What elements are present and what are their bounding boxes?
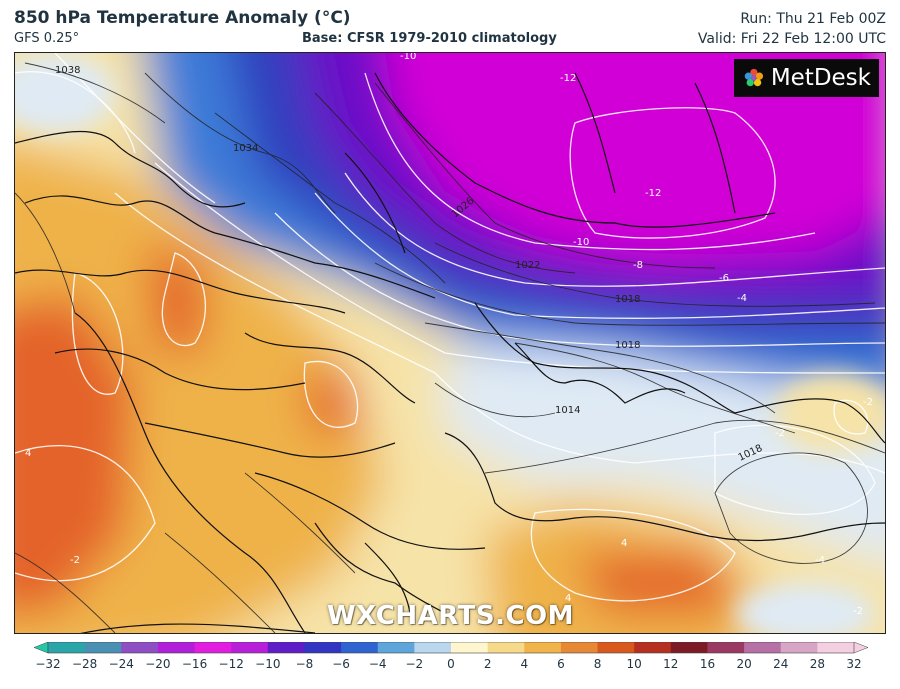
- colorbar-segment: [121, 642, 159, 653]
- colorbar-segment: [194, 642, 232, 653]
- anomaly-label: -6: [719, 273, 729, 284]
- isobar-label: 1038: [55, 65, 80, 76]
- anomaly-label: -4: [815, 555, 825, 566]
- colorbar-segment: [451, 642, 489, 653]
- colorbar-segment: [707, 642, 745, 653]
- valid-time: Valid: Fri 22 Feb 12:00 UTC: [697, 31, 886, 47]
- colorbar-tick-label: −10: [255, 657, 280, 671]
- colorbar-tick-label: 28: [810, 657, 825, 671]
- colorbar-tick-label: 12: [663, 657, 678, 671]
- colorbar-segment: [634, 642, 672, 653]
- colorbar-segment: [304, 642, 342, 653]
- colorbar-tick-label: −16: [182, 657, 207, 671]
- colorbar-tick-label: −8: [296, 657, 314, 671]
- colorbar-tick-label: −24: [109, 657, 134, 671]
- temperature-field-detail: [15, 53, 885, 633]
- colorbar-tick-label: −32: [35, 657, 60, 671]
- temperature-field: [15, 53, 885, 633]
- model-name: GFS 0.25°: [14, 31, 80, 46]
- country-borders: [15, 72, 885, 633]
- isobar-label: 1018: [615, 294, 640, 305]
- anomaly-label: -2: [853, 606, 863, 617]
- anomaly-label: -2: [775, 428, 785, 439]
- colorbar-segment: [487, 642, 525, 653]
- anomaly-colorbar: −32 −28 −24 −20 −16 −12 −10 −8 −6 −4 −2 0 2 4 6 8 10 12 16…: [33, 642, 869, 671]
- metdesk-brand: MetDesk: [770, 65, 871, 91]
- anomaly-label: -4: [737, 293, 747, 304]
- map-canvas: 1038 1034 1026 1022 1018 1018 1018 1014 …: [15, 53, 885, 633]
- isobar-label: 1022: [515, 260, 540, 271]
- colorbar-segment: [48, 642, 86, 653]
- metdesk-flower-icon: [744, 68, 764, 87]
- isobar-label: 1034: [233, 143, 258, 154]
- anomaly-label: 4: [25, 448, 31, 459]
- colorbar-tick-label: −12: [219, 657, 244, 671]
- colorbar-tick-label: 6: [557, 657, 565, 671]
- colorbar-segment: [780, 642, 818, 653]
- colorbar-segment: [341, 642, 379, 653]
- colorbar-tick-label: 10: [627, 657, 642, 671]
- colorbar-segment: [670, 642, 709, 653]
- colorbar-arrow-high: [853, 642, 869, 654]
- anomaly-label: -8: [633, 260, 643, 271]
- anomaly-label: -2: [70, 555, 80, 566]
- anomaly-label: -10: [573, 237, 589, 248]
- colorbar-arrow-low: [33, 642, 49, 654]
- colorbar-tick-label: 20: [736, 657, 751, 671]
- isobar-label: 1018: [615, 340, 640, 351]
- colorbar-tick-label: 32: [846, 657, 861, 671]
- colorbar-segment: [157, 642, 196, 653]
- colorbar-tick-label: −4: [369, 657, 387, 671]
- colorbar-segment: [524, 642, 562, 653]
- run-time: Run: Thu 21 Feb 00Z: [740, 11, 886, 27]
- metdesk-logo: MetDesk: [734, 59, 879, 97]
- colorbar-tick-label: 4: [520, 657, 528, 671]
- colorbar-tick-label: 16: [700, 657, 715, 671]
- colorbar-tick-label: −2: [406, 657, 424, 671]
- colorbar-frame: [47, 642, 855, 654]
- anomaly-map[interactable]: 1038 1034 1026 1022 1018 1018 1018 1014 …: [14, 52, 886, 634]
- colorbar-segment: [267, 642, 306, 653]
- anomaly-label: 4: [565, 593, 571, 604]
- colorbar-tick-label: 2: [484, 657, 492, 671]
- map-title: 850 hPa Temperature Anomaly (°C): [14, 8, 351, 28]
- colorbar-segment: [377, 642, 415, 653]
- colorbar-tick-label: 24: [773, 657, 788, 671]
- anomaly-label: -2: [863, 397, 873, 408]
- anomaly-label: -12: [645, 188, 661, 199]
- isobar-label: 1014: [555, 405, 580, 416]
- colorbar-segments: [33, 642, 869, 654]
- colorbar-segment: [231, 642, 269, 653]
- colorbar-segment: [597, 642, 635, 653]
- colorbar-segment: [560, 642, 599, 653]
- climatology-base: Base: CFSR 1979-2010 climatology: [302, 31, 557, 46]
- colorbar-tick-label: 0: [447, 657, 455, 671]
- colorbar-segment: [414, 642, 452, 653]
- colorbar-tick-label: −20: [145, 657, 170, 671]
- anomaly-label: 4: [621, 538, 627, 549]
- colorbar-segment: [744, 642, 782, 653]
- anomaly-label: -10: [400, 53, 416, 62]
- wxcharts-watermark: WXCHARTS.COM: [327, 601, 575, 631]
- colorbar-ticks: −32 −28 −24 −20 −16 −12 −10 −8 −6 −4 −2 0 2 4 6 8 10 12 16…: [35, 657, 861, 671]
- anomaly-label: -12: [560, 73, 576, 84]
- colorbar-segment: [84, 642, 122, 653]
- colorbar-tick-label: −6: [332, 657, 350, 671]
- colorbar-tick-label: −28: [72, 657, 97, 671]
- colorbar-segment: [817, 642, 855, 653]
- colorbar-tick-label: 8: [594, 657, 602, 671]
- pressure-isobars: [15, 62, 885, 633]
